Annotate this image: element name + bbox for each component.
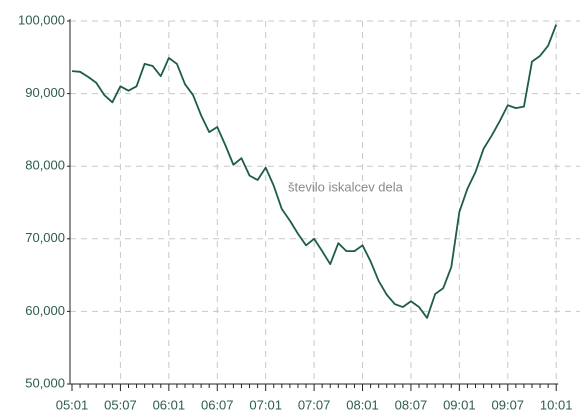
x-tick-label: 05:07 [104, 397, 137, 412]
y-tick-label: 100,000 [18, 12, 65, 27]
y-tick-label: 60,000 [25, 303, 65, 318]
y-tick-label: 50,000 [25, 375, 65, 390]
annotation: število iskalcev dela [288, 179, 404, 194]
x-tick-label: 10:01 [540, 397, 573, 412]
y-tick-label: 90,000 [25, 85, 65, 100]
x-tick-label: 06:07 [201, 397, 234, 412]
x-tick-label: 08:01 [346, 397, 379, 412]
x-tick-label: 09:01 [443, 397, 476, 412]
y-tick-label: 70,000 [25, 230, 65, 245]
x-tick-label: 06:01 [153, 397, 186, 412]
x-tick-label: 07:01 [249, 397, 282, 412]
x-tick-label: 08:07 [395, 397, 428, 412]
y-tick-label: 80,000 [25, 158, 65, 173]
x-tick-label: 05:01 [56, 397, 89, 412]
data-line [71, 24, 558, 319]
x-tick-label: 09:07 [492, 397, 525, 412]
x-tick-label: 07:07 [298, 397, 331, 412]
